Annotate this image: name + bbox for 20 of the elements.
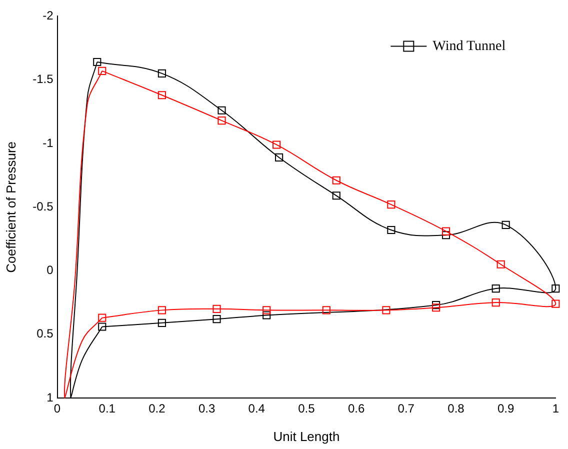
y-tick-label: -1 xyxy=(42,136,54,150)
x-tick-label: 0.5 xyxy=(298,402,316,416)
x-tick-label: 0.9 xyxy=(497,402,514,416)
x-tick-label: 0.8 xyxy=(448,402,465,416)
x-tick-label: 0.7 xyxy=(398,402,415,416)
x-tick-label: 0.1 xyxy=(98,402,116,416)
x-axis-title: Unit Length xyxy=(273,428,340,444)
x-tick-label: 0.2 xyxy=(148,402,166,416)
x-tick-label: 0.4 xyxy=(248,402,266,416)
x-tick-label: 0.6 xyxy=(348,402,365,416)
y-axis-title: Coefficient of Pressure xyxy=(3,141,18,273)
y-tick-label: 0.5 xyxy=(36,326,54,341)
y-tick-label: -0.5 xyxy=(32,199,54,214)
y-tick-label: 1 xyxy=(46,390,54,404)
x-tick-label: 1 xyxy=(552,402,560,416)
legend-label: Wind Tunnel xyxy=(432,38,506,54)
y-tick-label: -1.5 xyxy=(32,72,54,86)
x-tick-label: 0.3 xyxy=(198,402,216,416)
y-tick-label: -2 xyxy=(42,8,54,23)
y-tick-label: 0 xyxy=(46,263,54,278)
